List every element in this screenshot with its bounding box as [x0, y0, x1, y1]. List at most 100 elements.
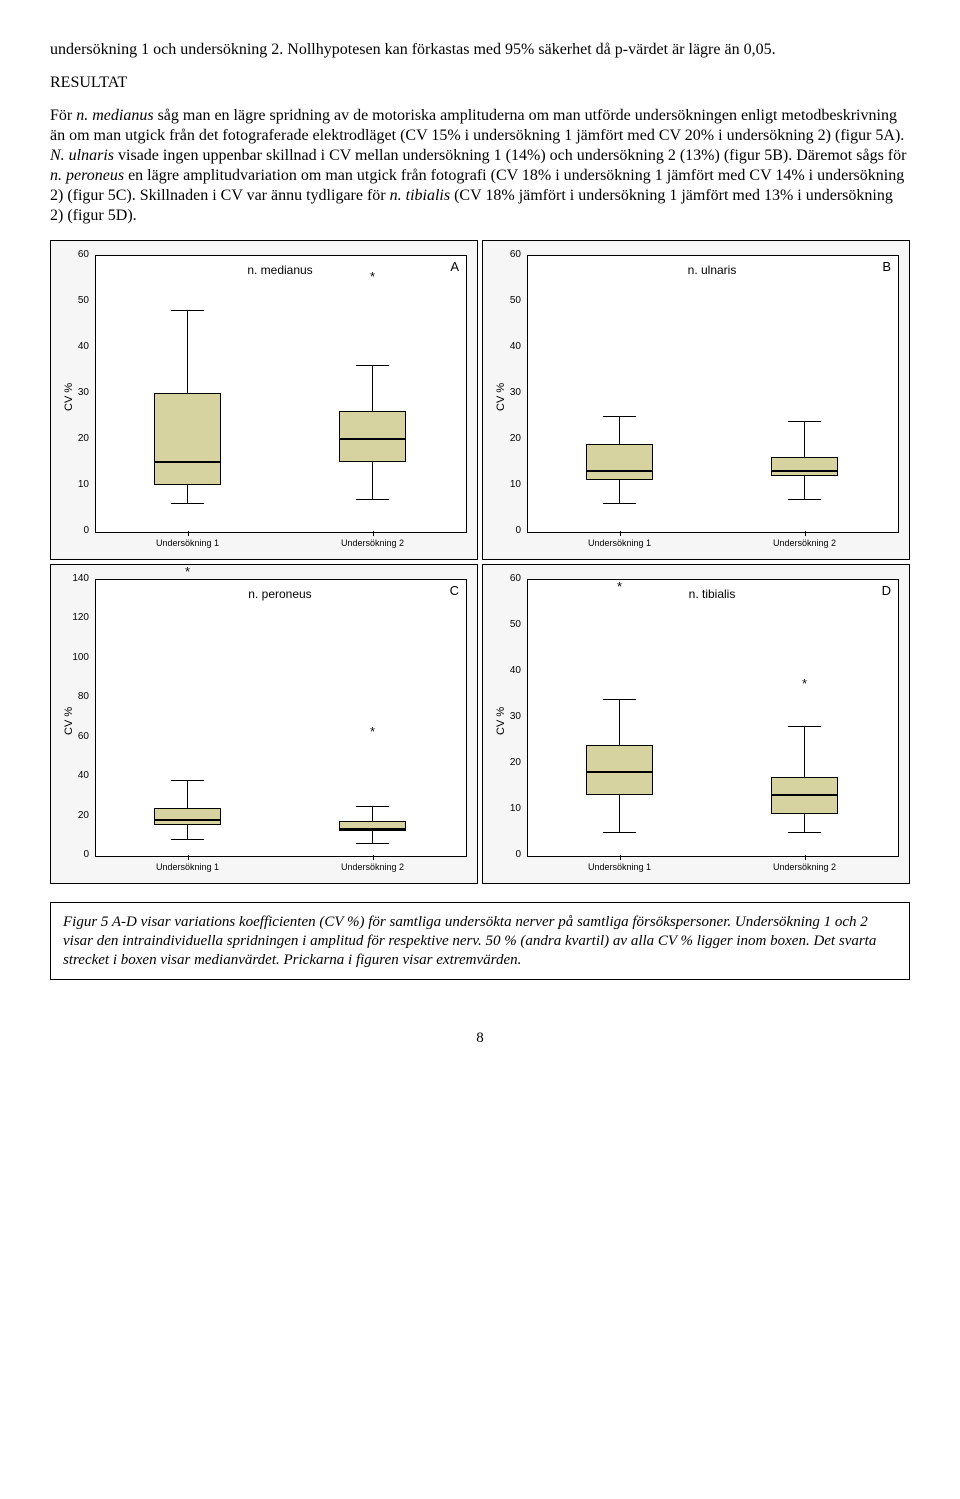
whisker-cap — [603, 832, 636, 833]
x-category-label: Undersökning 2 — [755, 538, 855, 548]
median-line — [154, 819, 221, 821]
whisker-cap — [788, 499, 821, 500]
y-tick-label: 40 — [51, 770, 89, 781]
chart-panel-c: CV %n. peroneusC020406080100120140*Under… — [50, 564, 478, 884]
y-tick-label: 20 — [51, 433, 89, 444]
whisker-cap — [171, 780, 204, 781]
x-tick — [620, 531, 621, 536]
nerve-name: n. peroneus — [50, 167, 124, 184]
y-tick-label: 50 — [483, 295, 521, 306]
plot-area — [527, 255, 899, 533]
plot-area — [527, 579, 899, 857]
y-tick-label: 120 — [51, 612, 89, 623]
box — [154, 393, 221, 485]
x-tick — [188, 531, 189, 536]
x-category-label: Undersökning 2 — [323, 862, 423, 872]
median-line — [586, 771, 653, 773]
y-tick-label: 0 — [483, 525, 521, 536]
x-category-label: Undersökning 1 — [570, 862, 670, 872]
chart-panel-b: CV %n. ulnarisB0102030405060Undersökning… — [482, 240, 910, 560]
y-tick-label: 40 — [483, 341, 521, 352]
chart-title: n. peroneus — [230, 587, 330, 601]
box — [771, 457, 838, 475]
whisker-cap — [171, 310, 204, 311]
plot-area — [95, 255, 467, 533]
y-tick-label: 10 — [483, 479, 521, 490]
y-tick-label: 20 — [483, 757, 521, 768]
outlier-point: * — [370, 274, 376, 280]
y-tick-label: 60 — [483, 573, 521, 584]
figure-caption: Figur 5 A-D visar variations koefficient… — [50, 902, 910, 980]
whisker-cap — [788, 726, 821, 727]
median-line — [771, 794, 838, 796]
box — [339, 411, 406, 462]
box — [154, 808, 221, 826]
chart-title: n. medianus — [230, 263, 330, 277]
x-tick — [188, 855, 189, 860]
y-tick-label: 60 — [483, 249, 521, 260]
outlier-point: * — [185, 569, 191, 575]
outlier-point: * — [617, 584, 623, 590]
chart-panel-a: CV %n. medianusA0102030405060Undersöknin… — [50, 240, 478, 560]
x-category-label: Undersökning 2 — [323, 538, 423, 548]
y-tick-label: 50 — [51, 295, 89, 306]
chart-title: n. ulnaris — [662, 263, 762, 277]
y-tick-label: 40 — [51, 341, 89, 352]
whisker-cap — [356, 806, 389, 807]
median-line — [771, 470, 838, 472]
panel-letter: C — [450, 583, 459, 598]
y-tick-label: 40 — [483, 665, 521, 676]
panel-letter: D — [882, 583, 891, 598]
outlier-point: * — [370, 729, 376, 735]
y-tick-label: 0 — [51, 849, 89, 860]
y-tick-label: 140 — [51, 573, 89, 584]
x-category-label: Undersökning 2 — [755, 862, 855, 872]
text-run: såg man en lägre spridning av de motoris… — [50, 107, 904, 144]
median-line — [339, 828, 406, 830]
x-tick — [805, 531, 806, 536]
whisker-cap — [356, 499, 389, 500]
y-tick-label: 50 — [483, 619, 521, 630]
text-run: För — [50, 107, 76, 124]
x-tick — [620, 855, 621, 860]
nerve-name: n. medianus — [76, 107, 153, 124]
plot-area — [95, 579, 467, 857]
y-tick-label: 10 — [51, 479, 89, 490]
panel-letter: A — [450, 259, 459, 274]
y-tick-label: 20 — [51, 810, 89, 821]
x-category-label: Undersökning 1 — [570, 538, 670, 548]
y-tick-label: 0 — [483, 849, 521, 860]
y-tick-label: 60 — [51, 731, 89, 742]
paragraph-top: undersökning 1 och undersökning 2. Nollh… — [50, 40, 910, 60]
y-tick-label: 30 — [483, 711, 521, 722]
chart-title: n. tibialis — [662, 587, 762, 601]
whisker-cap — [788, 421, 821, 422]
section-heading: RESULTAT — [50, 74, 910, 92]
whisker-cap — [171, 839, 204, 840]
median-line — [154, 461, 221, 463]
y-tick-label: 30 — [51, 387, 89, 398]
median-line — [586, 470, 653, 472]
outlier-point: * — [802, 681, 808, 687]
y-tick-label: 80 — [51, 691, 89, 702]
whisker-cap — [603, 416, 636, 417]
y-tick-label: 60 — [51, 249, 89, 260]
whisker-cap — [603, 699, 636, 700]
whisker-cap — [788, 832, 821, 833]
y-tick-label: 20 — [483, 433, 521, 444]
x-tick — [373, 531, 374, 536]
whisker-cap — [603, 503, 636, 504]
page-number: 8 — [50, 1030, 910, 1047]
nerve-name: n. tibialis — [390, 187, 450, 204]
chart-panel-d: CV %n. tibialisD0102030405060*Undersökni… — [482, 564, 910, 884]
x-tick — [373, 855, 374, 860]
whisker-cap — [171, 503, 204, 504]
panel-letter: B — [882, 259, 891, 274]
box — [586, 444, 653, 481]
text-run: visade ingen uppenbar skillnad i CV mell… — [114, 147, 906, 164]
figure-5-grid: CV %n. medianusA0102030405060Undersöknin… — [50, 240, 910, 884]
whisker-cap — [356, 365, 389, 366]
whisker-cap — [356, 843, 389, 844]
y-tick-label: 10 — [483, 803, 521, 814]
x-category-label: Undersökning 1 — [138, 862, 238, 872]
